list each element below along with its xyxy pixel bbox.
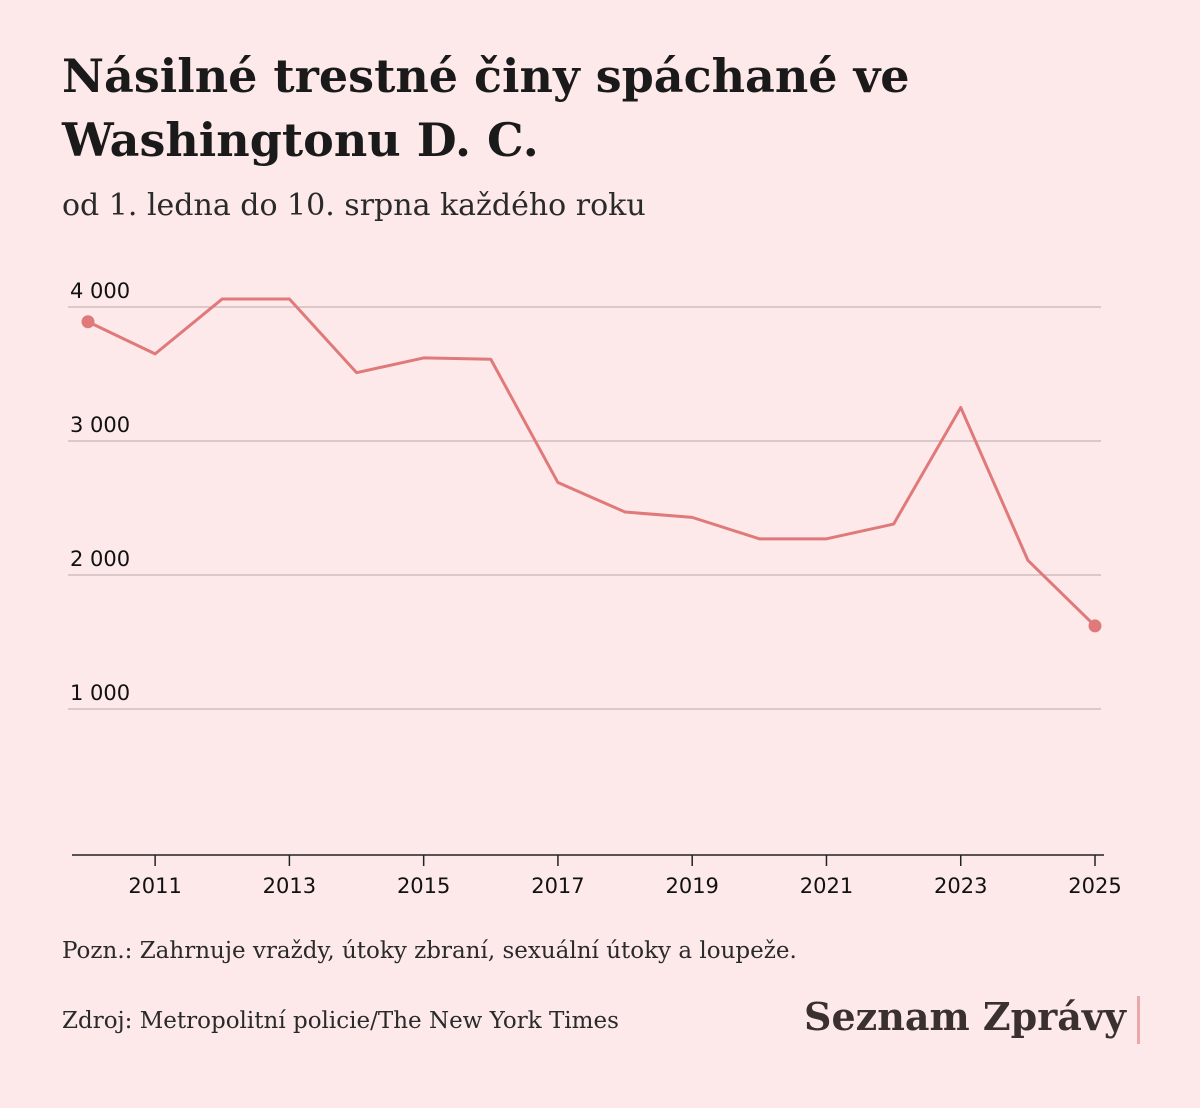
x-tick-label: 2019	[665, 874, 718, 898]
y-tick-label: 2 000	[70, 547, 130, 571]
brand-logo: Seznam Zprávy	[804, 994, 1126, 1039]
chart-title: Násilné trestné činy spáchané ve Washing…	[62, 49, 910, 167]
series-line	[87, 297, 1097, 627]
y-tick-label: 1 000	[70, 681, 130, 705]
data-point-marker	[1088, 619, 1102, 633]
x-tick-label: 2015	[397, 874, 450, 898]
x-tick-label: 2017	[531, 874, 584, 898]
chart-subtitle: od 1. ledna do 10. srpna každého roku	[62, 188, 646, 223]
data-point-marker	[81, 315, 95, 329]
x-tick-label: 2013	[263, 874, 316, 898]
x-tick-label: 2025	[1068, 874, 1121, 898]
y-tick-label: 4 000	[70, 279, 130, 303]
x-tick-label: 2011	[128, 874, 181, 898]
chart-source: Zdroj: Metropolitní policie/The New York…	[62, 1008, 619, 1034]
x-tick-label: 2023	[934, 874, 987, 898]
x-tick-label: 2021	[800, 874, 853, 898]
y-tick-label: 3 000	[70, 413, 130, 437]
brand-accent-bar	[1137, 996, 1140, 1044]
chart-note: Pozn.: Zahrnuje vraždy, útoky zbraní, se…	[62, 938, 797, 964]
